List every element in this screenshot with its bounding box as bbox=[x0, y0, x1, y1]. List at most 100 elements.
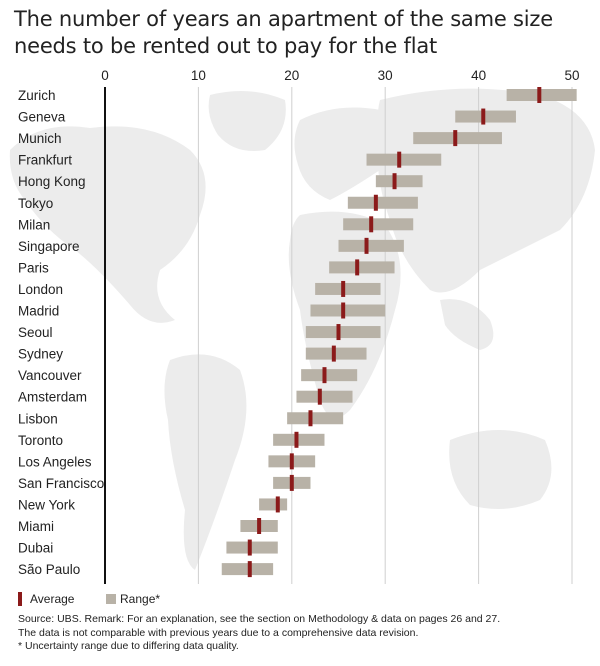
average-marker bbox=[392, 173, 397, 190]
average-marker bbox=[294, 431, 299, 448]
average-marker bbox=[331, 345, 336, 362]
chart-row: Geneva bbox=[18, 108, 516, 125]
category-label: Seoul bbox=[18, 325, 53, 340]
x-tick-label: 20 bbox=[284, 68, 299, 83]
range-bar bbox=[315, 282, 381, 295]
average-marker bbox=[481, 108, 486, 125]
average-marker bbox=[289, 474, 294, 491]
map-greenland bbox=[208, 91, 286, 151]
range-bar bbox=[301, 369, 358, 382]
category-label: Hong Kong bbox=[18, 174, 86, 189]
legend-average-swatch bbox=[18, 592, 22, 606]
chart-row: Dubai bbox=[18, 539, 278, 556]
map-europe bbox=[294, 107, 394, 200]
chart-row: Toronto bbox=[18, 431, 325, 448]
map-australia bbox=[449, 430, 552, 509]
x-gridlines bbox=[197, 87, 573, 584]
chart-row: Zurich bbox=[18, 87, 577, 103]
category-label: Zurich bbox=[18, 88, 56, 103]
range-bar bbox=[347, 196, 418, 209]
source-note-line: * Uncertainty range due to differing dat… bbox=[18, 640, 239, 652]
average-marker bbox=[369, 216, 374, 233]
category-label: Munich bbox=[18, 131, 62, 146]
chart-row: Tokyo bbox=[18, 194, 418, 211]
map-south-america bbox=[164, 354, 247, 570]
category-label: Madrid bbox=[18, 304, 59, 319]
range-bar bbox=[338, 239, 404, 252]
chart-row: Seoul bbox=[18, 324, 381, 341]
average-marker bbox=[336, 324, 341, 341]
range-bar bbox=[287, 412, 344, 425]
category-label: Milan bbox=[18, 217, 50, 232]
average-marker bbox=[397, 151, 402, 168]
category-label: Frankfurt bbox=[18, 153, 72, 168]
world-map-background bbox=[9, 88, 595, 570]
x-tick-label: 40 bbox=[471, 68, 486, 83]
chart-row: Paris bbox=[18, 259, 395, 276]
average-marker bbox=[341, 302, 346, 319]
category-label: Los Angeles bbox=[18, 454, 92, 469]
range-bar bbox=[455, 110, 516, 123]
legend-range-swatch bbox=[106, 594, 116, 604]
category-label: New York bbox=[18, 497, 75, 512]
category-label: Lisbon bbox=[18, 411, 58, 426]
chart-rows: Zurich Geneva Munich Frankfurt Hong Kong Toky… bbox=[18, 87, 577, 578]
chart-row: São Paulo bbox=[18, 561, 274, 578]
chart-row: Munich bbox=[18, 130, 502, 147]
range-bar bbox=[310, 304, 386, 317]
category-label: Geneva bbox=[18, 110, 66, 125]
chart-row: Los Angeles bbox=[18, 453, 316, 470]
range-bar bbox=[305, 347, 367, 360]
category-label: San Francisco bbox=[18, 476, 104, 491]
average-marker bbox=[308, 410, 313, 427]
chart-plot: 0 10 20 30 40 50 Zurich Geneva Munich Frankfurt H… bbox=[9, 68, 595, 584]
map-se-asia bbox=[440, 299, 494, 350]
category-label: São Paulo bbox=[18, 562, 80, 577]
average-marker bbox=[355, 259, 360, 276]
category-label: Miami bbox=[18, 519, 54, 534]
range-bar bbox=[366, 153, 442, 166]
source-note-line: The data is not comparable with previous… bbox=[18, 626, 419, 639]
category-label: London bbox=[18, 282, 63, 297]
chart-row: Vancouver bbox=[18, 367, 358, 384]
chart-row: Lisbon bbox=[18, 410, 344, 427]
x-tick-label: 10 bbox=[191, 68, 206, 83]
average-marker bbox=[317, 388, 322, 405]
x-tick-label: 0 bbox=[101, 68, 109, 83]
map-north-america bbox=[9, 126, 206, 323]
x-tick-labels: 0 10 20 30 40 50 bbox=[101, 68, 579, 83]
chart-row: Milan bbox=[18, 216, 414, 233]
chart-row: Frankfurt bbox=[18, 151, 442, 168]
legend-range-label: Range* bbox=[120, 592, 161, 606]
average-marker bbox=[341, 280, 346, 297]
average-marker bbox=[453, 130, 458, 147]
category-label: Paris bbox=[18, 260, 49, 275]
category-label: Dubai bbox=[18, 541, 53, 556]
source-notes: Source: UBS. Remark: For an explanation,… bbox=[18, 613, 588, 654]
chart-row: San Francisco bbox=[18, 474, 311, 491]
chart-row: Singapore bbox=[18, 237, 404, 254]
legend-average-label: Average bbox=[30, 592, 75, 606]
category-label: Toronto bbox=[18, 433, 63, 448]
average-marker bbox=[247, 561, 252, 578]
average-marker bbox=[289, 453, 294, 470]
range-bar bbox=[413, 132, 502, 145]
x-tick-label: 50 bbox=[564, 68, 579, 83]
chart-row: New York bbox=[18, 496, 288, 513]
range-bar bbox=[506, 89, 577, 101]
category-label: Tokyo bbox=[18, 196, 53, 211]
source-note-line: Source: UBS. Remark: For an explanation,… bbox=[18, 613, 501, 625]
range-bar bbox=[296, 390, 353, 403]
range-bar bbox=[343, 218, 414, 231]
chart-title: The number of years an apartment of the … bbox=[14, 7, 553, 58]
chart-row: Miami bbox=[18, 518, 278, 534]
range-bar bbox=[305, 326, 381, 339]
average-marker bbox=[364, 237, 369, 254]
average-marker bbox=[322, 367, 327, 384]
x-tick-label: 30 bbox=[378, 68, 393, 83]
range-bar bbox=[226, 541, 278, 554]
range-bar bbox=[259, 498, 288, 511]
category-label: Vancouver bbox=[18, 368, 82, 383]
category-label: Singapore bbox=[18, 239, 80, 254]
